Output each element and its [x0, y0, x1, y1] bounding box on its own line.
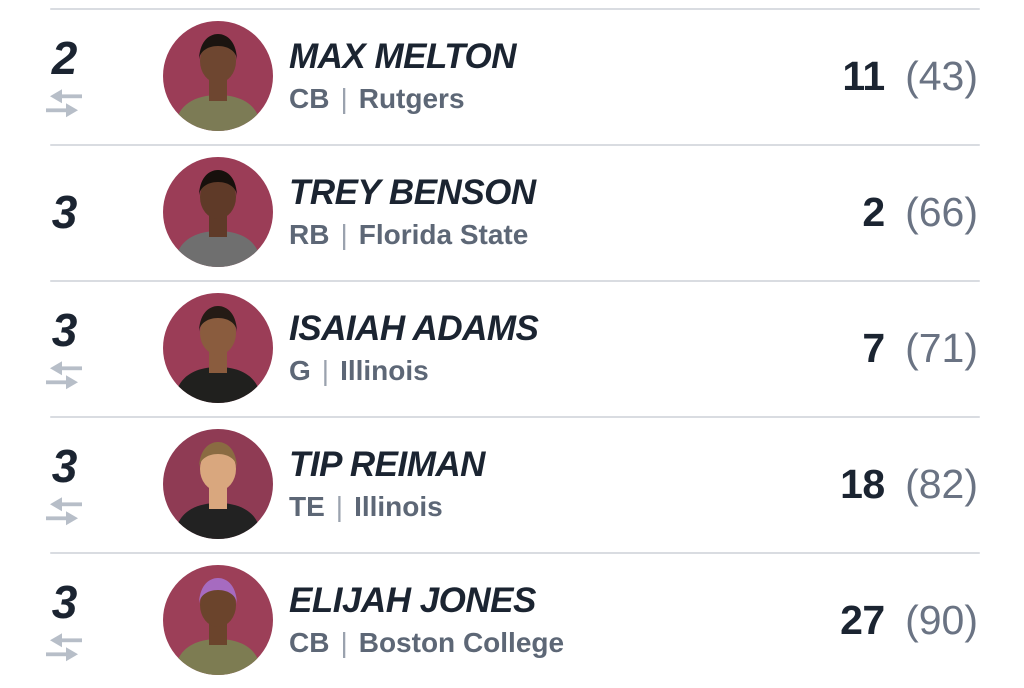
player-position: G: [289, 355, 311, 386]
player-position: CB: [289, 83, 330, 114]
round-column: 3: [0, 579, 128, 662]
round-column: 2: [0, 35, 128, 118]
pick-numbers: 11 (43): [842, 52, 1024, 99]
separator: |: [335, 491, 344, 522]
round-column: 3: [0, 307, 128, 390]
draft-pick-row[interactable]: 3 ELIJAH JONES CB | Boston College: [0, 552, 1024, 688]
player-name: ISAIAH ADAMS: [289, 309, 539, 348]
draft-pick-row[interactable]: 2 MAX MELTON CB | Rutgers: [0, 8, 1024, 144]
player-info: TREY BENSON RB | Florida State: [289, 175, 536, 249]
overall-pick-number: (66): [905, 188, 978, 235]
player-school: Florida State: [358, 219, 529, 250]
pick-numbers: 18 (82): [840, 460, 1024, 507]
player-position-school: CB | Boston College: [289, 629, 564, 657]
round-number: 3: [51, 439, 78, 492]
player-position: TE: [289, 491, 325, 522]
round-column: 3: [0, 189, 128, 235]
round-number: 3: [51, 575, 78, 628]
player-avatar: [163, 565, 273, 675]
player-name: MAX MELTON: [289, 37, 517, 76]
pick-numbers: 2 (66): [862, 188, 1024, 235]
player-avatar: [163, 21, 273, 131]
player-position: CB: [289, 627, 330, 658]
player-name: ELIJAH JONES: [289, 581, 536, 620]
round-column: 3: [0, 443, 128, 526]
trade-icon: [46, 88, 82, 117]
player-school: Illinois: [340, 355, 429, 386]
player-avatar: [163, 157, 273, 267]
player-name: TREY BENSON: [289, 173, 536, 212]
player-position-school: CB | Rutgers: [289, 85, 516, 113]
separator: |: [321, 355, 330, 386]
trade-icon: [46, 496, 82, 525]
trade-icon: [46, 632, 82, 661]
separator: |: [340, 219, 348, 250]
player-name: TIP REIMAN: [289, 445, 485, 484]
round-pick-number: 27: [840, 596, 885, 643]
player-info: ISAIAH ADAMS G | Illinois: [289, 309, 539, 385]
pick-numbers: 27 (90): [840, 596, 1024, 643]
overall-pick-number: (82): [905, 460, 978, 507]
round-pick-number: 7: [862, 324, 885, 371]
player-avatar: [163, 293, 273, 403]
round-number: 2: [51, 31, 78, 84]
player-info: TIP REIMAN TE | Illinois: [289, 447, 485, 521]
draft-pick-row[interactable]: 3 TIP REIMAN TE | Illinois: [0, 416, 1024, 552]
round-number: 3: [51, 186, 78, 238]
player-position-school: RB | Florida State: [289, 221, 536, 249]
round-pick-number: 11: [842, 52, 885, 99]
player-position-school: TE | Illinois: [289, 493, 485, 521]
overall-pick-number: (90): [905, 596, 978, 643]
player-school: Rutgers: [358, 83, 465, 114]
overall-pick-number: (71): [905, 324, 978, 371]
round-number: 3: [51, 303, 78, 356]
trade-icon: [46, 360, 82, 389]
separator: |: [340, 627, 348, 658]
player-school: Boston College: [358, 627, 565, 658]
round-pick-number: 18: [840, 460, 885, 507]
player-position-school: G | Illinois: [289, 357, 538, 385]
draft-pick-row[interactable]: 3 TREY BENSON RB | Florida State: [0, 144, 1024, 280]
round-pick-number: 2: [862, 188, 885, 235]
player-info: MAX MELTON CB | Rutgers: [289, 37, 517, 113]
player-avatar: [163, 429, 273, 539]
pick-numbers: 7 (71): [862, 324, 1024, 371]
draft-pick-row[interactable]: 3 ISAIAH ADAMS G | Illinois: [0, 280, 1024, 416]
overall-pick-number: (43): [905, 52, 978, 99]
separator: |: [340, 83, 348, 114]
player-position: RB: [289, 219, 330, 250]
player-info: ELIJAH JONES CB | Boston College: [289, 583, 564, 657]
player-school: Illinois: [354, 491, 443, 522]
